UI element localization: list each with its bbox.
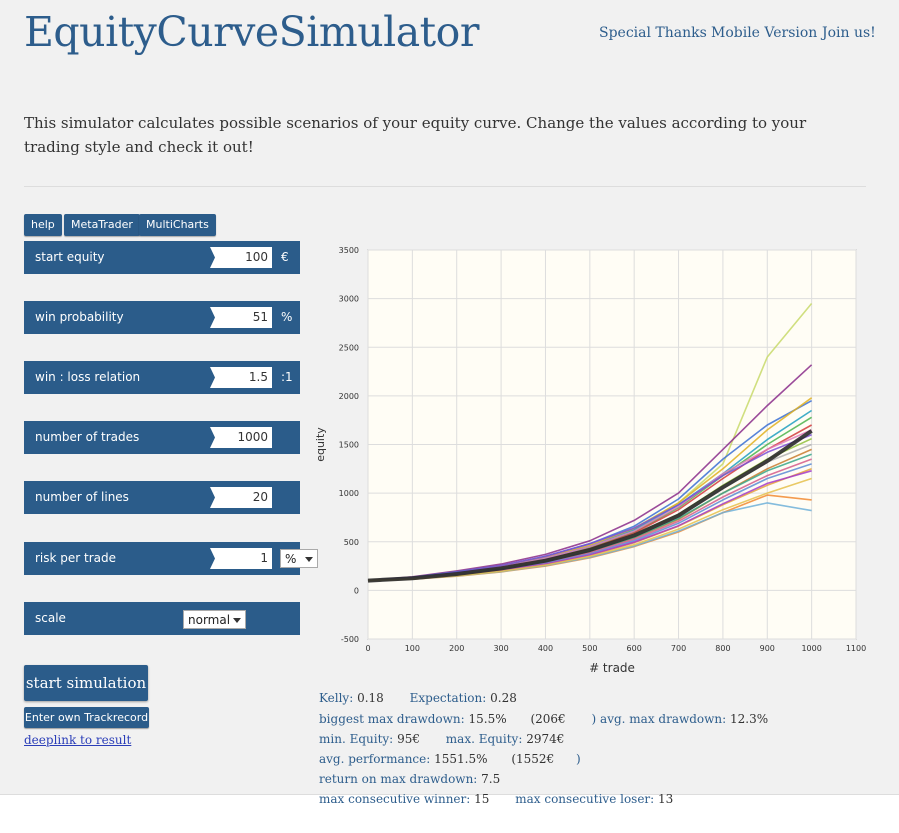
start-simulation-button[interactable]: start simulation (24, 665, 148, 701)
avg-perf-value: 1551.5% (434, 752, 488, 766)
num-lines-label: number of lines (35, 490, 129, 504)
x-tick-label: 800 (715, 644, 730, 653)
stats-line-3: min. Equity: 95€ max. Equity: 2974€ (319, 732, 564, 746)
stats-line-6: max consecutive winner: 15 max consecuti… (319, 792, 673, 806)
stats-line-5: return on max drawdown: 7.5 (319, 772, 500, 786)
x-tick-label: 1100 (846, 644, 866, 653)
max-eq-value: 2974€ (526, 732, 565, 746)
intro-text: This simulator calculates possible scena… (24, 114, 807, 156)
expectation-label: Expectation: (409, 691, 487, 705)
y-tick-label: 2000 (339, 392, 359, 401)
min-eq-value: 95€ (397, 732, 420, 746)
nav-mobile-version[interactable]: Mobile Version (711, 25, 818, 41)
scale-select[interactable]: normal (183, 610, 246, 629)
win-probability-input[interactable]: 51 (210, 307, 272, 328)
scale-value: normal (188, 613, 231, 627)
x-tick-label: 600 (627, 644, 642, 653)
x-tick-label: 900 (760, 644, 775, 653)
win-probability-unit: % (281, 310, 293, 324)
max-win-value: 15 (474, 792, 490, 806)
nav-join-us[interactable]: Join us! (822, 25, 876, 41)
x-tick-label: 400 (538, 644, 553, 653)
scale-label: scale (35, 611, 66, 625)
win-loss-label: win : loss relation (35, 370, 141, 384)
risk-input[interactable]: 1 (210, 548, 272, 569)
win-loss-input[interactable]: 1.5 (210, 367, 272, 388)
equity-chart: 0 100 200 300 400 500 600 700 800 900 1000 1100 -500… (310, 240, 899, 692)
start-equity-unit: € (281, 250, 289, 264)
y-tick-label: -500 (341, 635, 359, 644)
num-trades-row: number of trades 1000 (24, 421, 300, 454)
x-tick-label: 200 (449, 644, 464, 653)
biggest-dd-abs: (206€ (530, 712, 566, 726)
metatrader-button[interactable]: MetaTrader (64, 214, 140, 236)
y-tick-label: 500 (344, 538, 359, 547)
start-equity-input[interactable]: 100 (210, 247, 272, 268)
biggest-dd-value: 15.5% (468, 712, 507, 726)
x-tick-label: 500 (582, 644, 597, 653)
win-probability-label: win probability (35, 310, 124, 324)
y-tick-label: 3000 (339, 295, 359, 304)
x-tick-label: 1000 (801, 644, 821, 653)
start-equity-label: start equity (35, 250, 105, 264)
num-lines-row: number of lines 20 (24, 481, 300, 514)
y-tick-label: 1000 (339, 489, 359, 498)
deeplink-to-result[interactable]: deeplink to result (24, 733, 132, 747)
chevron-down-icon (233, 618, 241, 623)
romd-value: 7.5 (481, 772, 501, 786)
num-trades-input[interactable]: 1000 (210, 427, 272, 448)
risk-unit-value: % (285, 552, 297, 566)
biggest-dd-label: biggest max drawdown: (319, 712, 465, 726)
stats-line-1: Kelly: 0.18 Expectation: 0.28 (319, 691, 517, 705)
series-line-mean (367, 429, 813, 583)
avg-perf-label: avg. performance: (319, 752, 431, 766)
win-probability-row: win probability 51 % (24, 301, 300, 334)
footer-band (0, 794, 899, 833)
max-eq-label: max. Equity: (445, 732, 523, 746)
enter-trackrecord-button[interactable]: Enter own Trackrecord (24, 707, 149, 728)
divider (24, 186, 866, 187)
risk-label: risk per trade (35, 551, 117, 565)
avg-perf-close: ) (576, 752, 581, 766)
stats-line-2: biggest max drawdown: 15.5% (206€ ) avg.… (319, 712, 768, 726)
help-button[interactable]: help (24, 214, 62, 236)
y-tick-label: 0 (354, 586, 359, 595)
y-axis-label: equity (314, 427, 327, 462)
y-tick-label: 3500 (339, 246, 359, 255)
y-tick-label: 2500 (339, 343, 359, 352)
avg-dd-label: avg. max drawdown: (600, 712, 727, 726)
expectation-value: 0.28 (490, 691, 517, 705)
num-lines-input[interactable]: 20 (210, 487, 272, 508)
equity-chart-svg: 0 100 200 300 400 500 600 700 800 900 1000 1100 -500… (314, 246, 866, 675)
num-trades-label: number of trades (35, 430, 140, 444)
multicharts-button[interactable]: MultiCharts (139, 214, 216, 236)
win-loss-unit: :1 (281, 370, 293, 384)
avg-perf-abs: (1552€ (511, 752, 555, 766)
romd-label: return on max drawdown: (319, 772, 478, 786)
win-loss-row: win : loss relation 1.5 :1 (24, 361, 300, 394)
risk-unit-select[interactable]: % (280, 549, 318, 568)
y-tick-label: 1500 (339, 441, 359, 450)
app-title: EquityCurveSimulator (24, 8, 479, 56)
x-tick-label: 0 (365, 644, 370, 653)
start-equity-row: start equity 100 € (24, 241, 300, 274)
max-win-label: max consecutive winner: (319, 792, 471, 806)
x-tick-label: 300 (493, 644, 508, 653)
x-tick-label: 100 (405, 644, 420, 653)
kelly-value: 0.18 (357, 691, 384, 705)
avg-dd-value: 12.3% (730, 712, 769, 726)
scale-row: scale normal (24, 602, 300, 635)
chevron-down-icon (305, 557, 313, 562)
stats-line-4: avg. performance: 1551.5% (1552€ ) (319, 752, 581, 766)
risk-row: risk per trade 1 % (24, 542, 318, 575)
nav-special-thanks[interactable]: Special Thanks (599, 25, 707, 41)
min-eq-label: min. Equity: (319, 732, 394, 746)
max-lose-label: max consecutive loser: (515, 792, 655, 806)
max-lose-value: 13 (658, 792, 674, 806)
x-tick-label: 700 (671, 644, 686, 653)
kelly-label: Kelly: (319, 691, 354, 705)
x-axis-label: # trade (589, 661, 635, 675)
biggest-dd-close: ) (591, 712, 597, 726)
